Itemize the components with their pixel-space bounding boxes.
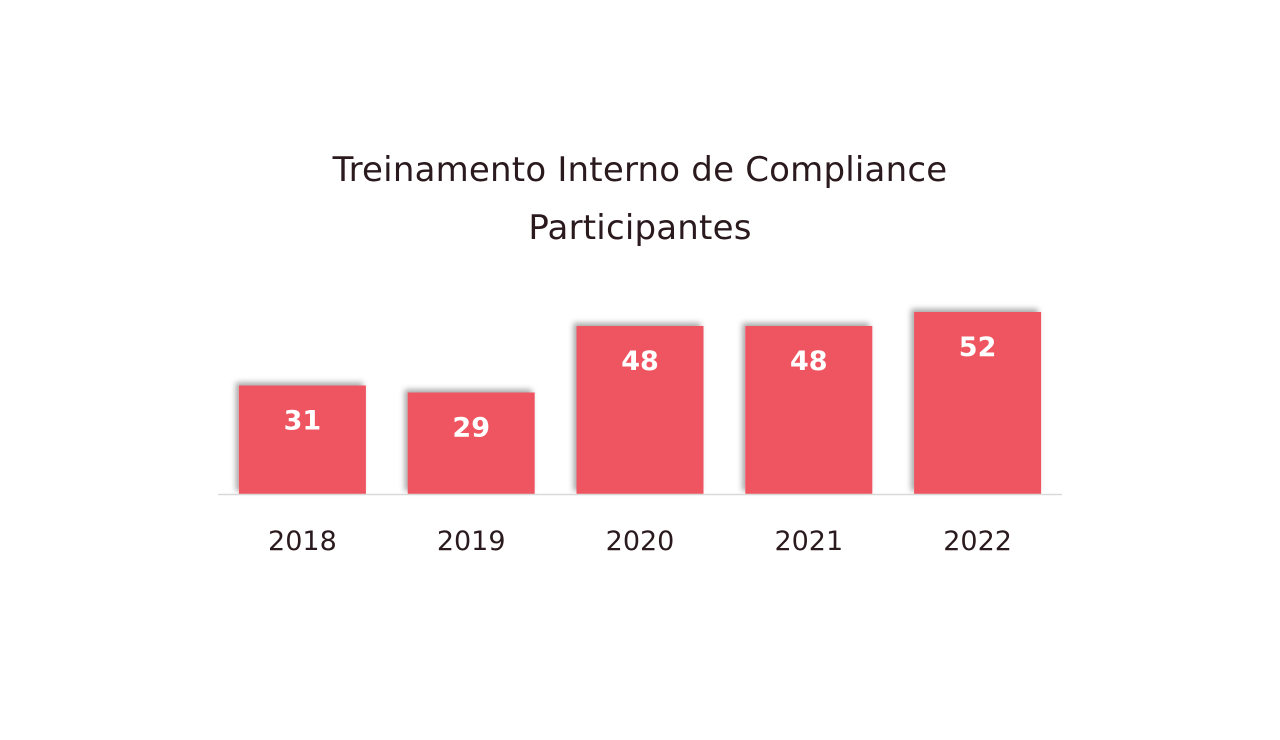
bar-2019 — [407, 392, 535, 494]
value-label-2018: 31 — [284, 406, 322, 437]
bar-2018 — [238, 385, 366, 494]
x-tick-labels-group: 2018 2019 2020 2021 2022 — [268, 526, 1012, 557]
value-label-2019: 29 — [452, 413, 490, 444]
bar-2020 — [576, 326, 704, 494]
bar-2021 — [745, 326, 873, 494]
value-label-2021: 48 — [790, 346, 828, 377]
value-label-2022: 52 — [959, 332, 997, 363]
x-tick-label-2019: 2019 — [437, 526, 506, 557]
bar-2022 — [914, 312, 1042, 494]
x-tick-label-2018: 2018 — [268, 526, 337, 557]
value-labels-group: 31 29 48 48 52 — [284, 332, 997, 444]
x-tick-label-2022: 2022 — [943, 526, 1012, 557]
chart-subtitle: Participantes — [528, 208, 752, 248]
chart-title: Treinamento Interno de Compliance — [332, 150, 948, 190]
x-tick-label-2021: 2021 — [774, 526, 843, 557]
value-label-2020: 48 — [621, 346, 659, 377]
bars-group — [238, 312, 1042, 494]
x-tick-label-2020: 2020 — [606, 526, 675, 557]
